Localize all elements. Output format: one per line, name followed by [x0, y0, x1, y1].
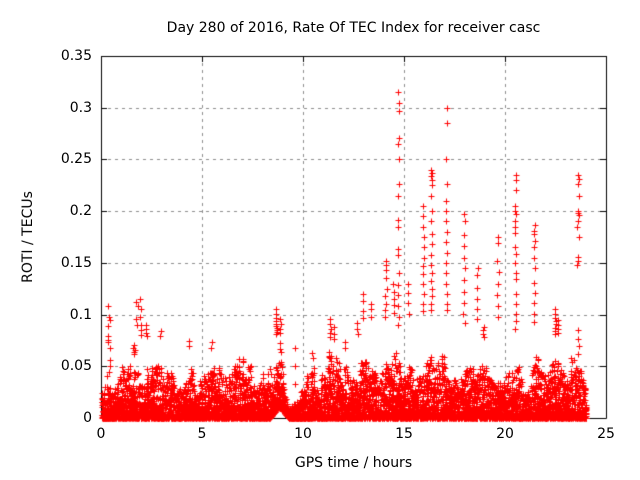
y-tick-label: 0.35 — [60, 48, 92, 64]
x-tick-label: 15 — [395, 426, 413, 442]
y-tick-label: 0.15 — [60, 254, 92, 271]
x-tick-label: 25 — [597, 426, 615, 442]
y-tick-label: 0.2 — [69, 203, 92, 220]
chart-title: Day 280 of 2016, Rate Of TEC Index for r… — [166, 20, 541, 36]
y-tick-label: 0.1 — [69, 306, 92, 323]
y-tick-label: 0.3 — [69, 99, 92, 116]
y-tick-label: 0.05 — [60, 358, 92, 375]
x-axis-label: GPS time / hours — [294, 455, 413, 471]
y-tick-label: 0.25 — [60, 151, 92, 168]
y-tick-label: 0 — [83, 410, 92, 426]
x-tick-label: 10 — [294, 426, 312, 442]
x-tick-label: 5 — [197, 426, 207, 442]
x-tick-label: 20 — [496, 426, 514, 442]
x-tick-label: 0 — [96, 426, 106, 442]
